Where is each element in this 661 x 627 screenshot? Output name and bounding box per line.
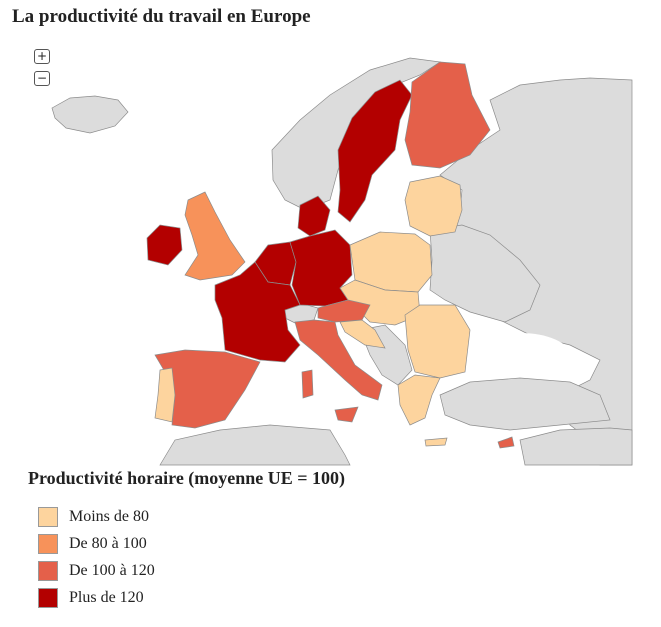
legend-item: De 80 à 100 [38,534,147,554]
legend-label: De 100 à 120 [69,562,155,579]
legend-label: Plus de 120 [69,589,144,606]
legend-swatch [38,588,58,608]
legend-label: De 80 à 100 [69,535,147,552]
legend-title: Productivité horaire (moyenne UE = 100) [28,468,346,488]
sweden [337,79,413,223]
germany [289,229,353,307]
baltics [404,175,463,237]
ukraine-belarus [429,224,541,323]
iceland [51,95,129,134]
black-sea [470,333,570,377]
middle-east [519,427,633,466]
crete [424,437,448,447]
united-kingdom [184,191,246,281]
zoom-out[interactable]: − [34,71,50,86]
legend-item: Moins de 80 [38,507,149,527]
legend-label: Moins de 80 [69,508,149,525]
legend-swatch [38,507,58,527]
legend-swatch [38,561,58,581]
turkey [439,377,611,431]
ireland [146,224,183,266]
portugal [154,367,176,423]
north-africa [159,424,351,466]
finland [404,61,491,169]
france [214,261,301,363]
greece [397,374,441,426]
cyprus [497,436,515,449]
romania-bulgaria [404,304,471,379]
zoom-in[interactable]: + [34,49,50,64]
legend-swatch [38,534,58,554]
sicily [334,406,359,423]
slovenia-croatia [339,319,386,349]
italy [294,319,383,401]
legend-item: Plus de 120 [38,588,144,608]
legend-item: De 100 à 120 [38,561,155,581]
sardinia [301,369,314,399]
title: La productivité du travail en Europe [12,6,311,27]
map [51,57,633,466]
